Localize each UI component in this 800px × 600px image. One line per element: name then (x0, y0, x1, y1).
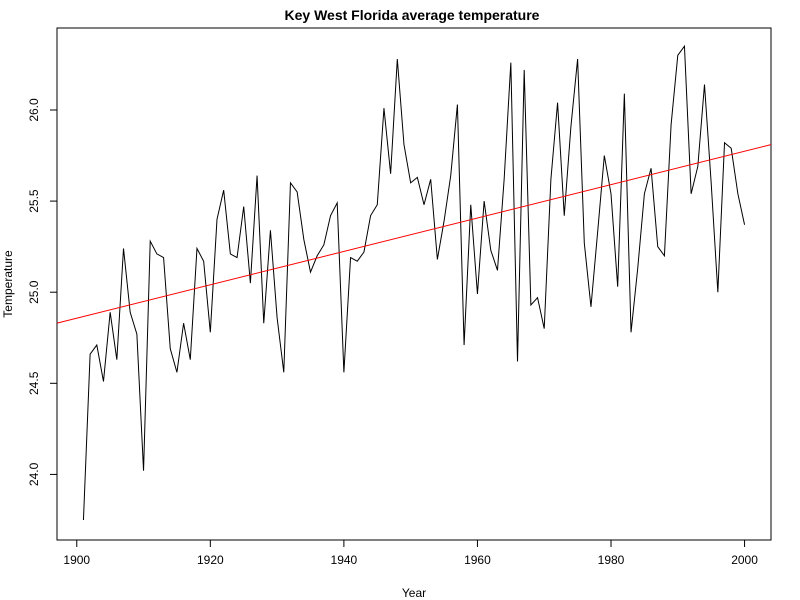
temperature-series-line (82, 44, 746, 520)
x-tick-label: 1900 (63, 553, 90, 567)
plot-area-frame (56, 27, 772, 541)
x-axis-label: Year (402, 586, 426, 600)
y-tick-label: 24.5 (27, 371, 41, 395)
y-tick-label: 25.5 (27, 189, 41, 213)
y-tick-label: 25.0 (27, 280, 41, 304)
x-tick-label: 2000 (731, 553, 758, 567)
x-tick-label: 1960 (464, 553, 491, 567)
x-tick-label: 1940 (331, 553, 358, 567)
y-tick-label: 24.0 (27, 462, 41, 486)
x-tick-label: 1920 (197, 553, 224, 567)
y-axis-label: Temperature (1, 250, 15, 318)
y-tick-label: 26.0 (27, 98, 41, 122)
chart-title: Key West Florida average temperature (285, 7, 540, 23)
y-axis: 24.0 24.5 25.0 25.5 26.0 (27, 98, 57, 486)
x-tick-label: 1980 (598, 553, 625, 567)
x-axis: 1900 1920 1940 1960 1980 2000 (63, 540, 758, 567)
trend-line (56, 144, 772, 324)
series-layer (56, 44, 772, 520)
